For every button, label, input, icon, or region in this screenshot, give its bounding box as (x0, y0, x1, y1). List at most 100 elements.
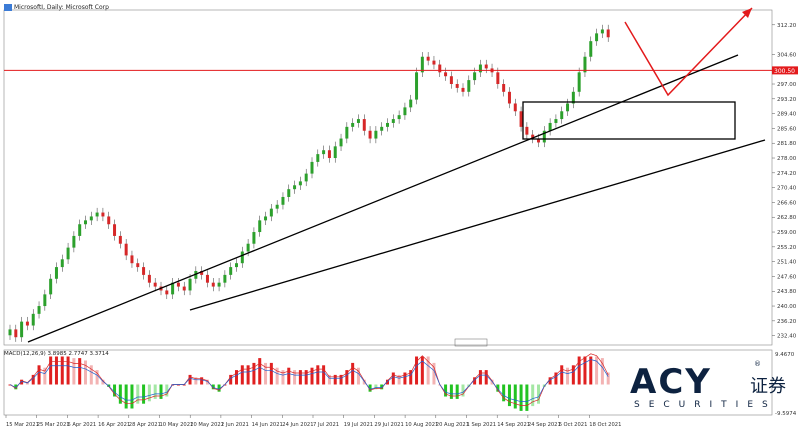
price-frame (3, 9, 773, 346)
candle-body (43, 294, 47, 307)
date-label: 10 Aug 2021 (405, 422, 438, 428)
macd-bar (391, 372, 395, 385)
macd-bar (386, 379, 389, 385)
macd-bar (368, 384, 372, 392)
candle-body (20, 321, 24, 338)
price-axis: 312.20 304.60 297.00 293.20 289.40 285.60 281.… (772, 23, 797, 340)
macd-bar (519, 384, 523, 411)
candle-body (200, 270, 204, 275)
candle-body (362, 119, 366, 131)
date-label: 24 Sep 2021 (528, 422, 561, 428)
candle-body (316, 154, 320, 162)
macd-bar (200, 377, 204, 385)
candle-body (304, 173, 308, 182)
candle-body (449, 76, 453, 85)
price-tick-label: 293.20 (777, 97, 797, 103)
macd-bar (147, 384, 151, 402)
macd-bar (449, 384, 453, 399)
candle-body (391, 119, 395, 123)
price-tick-label: 270.40 (777, 186, 797, 192)
candle-body (513, 103, 517, 112)
macd-bar (583, 356, 587, 385)
macd-bar (420, 356, 424, 385)
candle-body (507, 91, 511, 104)
macd-bar (194, 377, 198, 385)
candle-body (124, 243, 128, 256)
candle-body (101, 212, 105, 217)
candle-body (327, 150, 331, 159)
candle-body (269, 208, 273, 217)
date-label: 25 Mar 2021 (37, 422, 70, 428)
candle-body (287, 189, 291, 197)
candle-body (322, 150, 326, 155)
macd-bar (240, 365, 244, 385)
date-label: 16 Apr 2021 (98, 422, 130, 428)
macd-bar (298, 370, 302, 385)
macd-bar (95, 370, 99, 385)
candle-body (113, 224, 117, 236)
date-label: 19 Jul 2021 (344, 422, 373, 428)
price-tick-label: 285.60 (777, 126, 797, 132)
date-label: 28 Apr 2021 (129, 422, 161, 428)
macd-bar (351, 362, 355, 385)
macd-bar (20, 379, 24, 385)
macd-bar (60, 356, 64, 385)
macd-bar (37, 365, 41, 385)
candle-body (368, 130, 372, 139)
macd-bar (136, 384, 140, 404)
candle-body (345, 126, 349, 139)
macd-bar (525, 384, 529, 411)
candle-body (583, 56, 587, 73)
macd-bar (577, 356, 581, 385)
candle-body (281, 196, 285, 205)
price-tick-label: 304.60 (777, 52, 797, 58)
date-label: 6 Oct 2021 (559, 422, 588, 428)
date-label: 6 Apr 2021 (67, 422, 96, 428)
macd-bar (293, 370, 297, 385)
macd-bar (531, 384, 535, 407)
acy-logo: ACY ® 证券 SECURITIES (630, 360, 795, 420)
candle-body (165, 290, 169, 295)
candle-body (298, 181, 302, 186)
candle-body (380, 126, 384, 131)
candle-body (37, 306, 41, 314)
macd-bar (444, 384, 448, 397)
candle-body (432, 60, 436, 65)
macd-bar (269, 362, 273, 385)
candle-body (211, 282, 215, 287)
candle-body (525, 126, 529, 135)
candle-body (409, 99, 413, 108)
logo-reg: ® (754, 360, 761, 368)
candle-body (333, 146, 337, 159)
macd-bar (258, 358, 262, 385)
macd-bar (606, 372, 610, 385)
chart-window-icon (4, 4, 12, 11)
macd-bar (548, 377, 552, 385)
candle-body (606, 29, 610, 38)
macd-bar (8, 384, 12, 386)
macd-bar (287, 367, 291, 385)
macd-bar (345, 370, 349, 385)
candle-body (49, 278, 53, 295)
macd-bar (426, 356, 430, 385)
candle-body (415, 72, 419, 100)
macd-bar (496, 384, 500, 392)
macd-bar (281, 370, 285, 385)
macd-bar (589, 356, 593, 385)
candle-body (95, 212, 99, 217)
macd-bar (72, 358, 76, 385)
macd-main-line (9, 359, 609, 403)
logo-securities: SECURITIES (634, 400, 777, 410)
macd-bar (316, 365, 320, 385)
candle-body (25, 321, 29, 326)
projection-path (624, 7, 753, 97)
macd-bar (78, 358, 82, 385)
macd-bar (101, 379, 105, 385)
macd-bar (275, 367, 279, 385)
macd-bar (310, 367, 314, 385)
candle-body (386, 122, 389, 127)
candle-body (153, 282, 157, 287)
macd-bar (159, 384, 163, 399)
macd-bar (432, 362, 436, 385)
date-label: 14 Jun 2021 (252, 422, 283, 428)
